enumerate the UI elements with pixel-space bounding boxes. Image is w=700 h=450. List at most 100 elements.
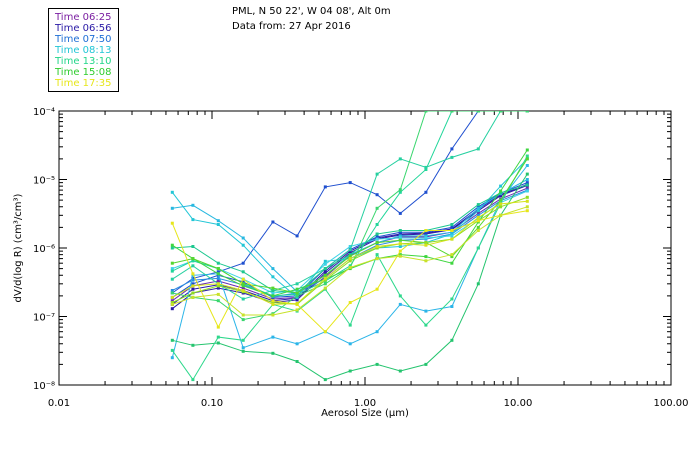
data-point	[450, 234, 454, 238]
data-point	[476, 225, 480, 229]
data-point	[170, 221, 174, 225]
data-point	[525, 199, 529, 203]
data-point	[348, 301, 352, 304]
data-point	[323, 259, 327, 263]
data-point	[295, 234, 299, 238]
legend-item-0656: Time 06:56	[55, 23, 112, 34]
data-point	[191, 264, 195, 268]
data-point	[241, 338, 245, 342]
data-point	[424, 362, 428, 366]
data-point	[191, 282, 195, 286]
data-point	[191, 278, 195, 282]
data-point	[323, 269, 327, 273]
legend-item-1508: Time 15:08	[55, 67, 112, 78]
data-point	[216, 219, 220, 223]
data-point	[191, 276, 195, 280]
data-point	[375, 253, 379, 257]
data-point	[499, 191, 503, 195]
data-point	[424, 190, 428, 194]
series-layer	[170, 111, 529, 382]
data-point	[450, 232, 454, 236]
data-point	[450, 255, 454, 259]
data-point	[348, 254, 352, 258]
legend-item-0750: Time 07:50	[55, 34, 112, 45]
data-point	[348, 248, 352, 252]
data-point	[375, 362, 379, 366]
data-point	[424, 255, 428, 259]
data-point	[450, 305, 454, 308]
data-point	[295, 298, 299, 302]
data-point	[323, 282, 327, 286]
data-point	[348, 342, 352, 346]
data-point	[348, 251, 352, 255]
data-point	[191, 218, 195, 222]
data-point	[191, 203, 195, 207]
data-point	[424, 236, 428, 240]
y-axis-label: dV/d(log R) (cm³/cm³)	[13, 193, 24, 302]
data-point	[348, 264, 352, 268]
data-point	[476, 147, 480, 151]
data-point	[241, 270, 245, 274]
data-point	[323, 185, 327, 189]
data-point	[295, 282, 299, 286]
data-point	[170, 299, 174, 303]
data-point	[424, 168, 428, 171]
data-point	[375, 330, 379, 334]
data-point	[170, 190, 174, 194]
data-point	[525, 209, 529, 213]
data-point	[170, 301, 174, 304]
data-point	[450, 111, 454, 113]
data-point	[525, 172, 529, 176]
data-point	[398, 190, 402, 194]
legend-item-0813: Time 08:13	[55, 45, 112, 56]
data-point	[323, 378, 327, 382]
data-point	[499, 198, 503, 202]
series-line	[172, 183, 528, 305]
data-point	[241, 284, 245, 288]
data-point	[323, 262, 327, 266]
data-point	[170, 269, 174, 273]
data-point	[170, 348, 174, 352]
data-point	[216, 325, 220, 329]
data-point	[398, 232, 402, 236]
data-point	[499, 111, 503, 113]
data-point	[170, 338, 174, 342]
data-point	[295, 287, 299, 291]
data-point	[170, 246, 174, 250]
data-point	[323, 330, 327, 334]
chart-title-date: Data from: 27 Apr 2016	[232, 21, 351, 32]
data-point	[271, 289, 275, 292]
y-tick-label: 10⁻⁴	[33, 107, 55, 118]
data-point	[271, 301, 275, 304]
data-point	[398, 242, 402, 246]
data-point	[241, 277, 245, 281]
data-point	[191, 287, 195, 291]
data-point	[398, 230, 402, 234]
data-point	[170, 277, 174, 281]
data-point	[271, 297, 275, 301]
data-point	[241, 297, 245, 301]
data-point	[271, 220, 275, 224]
data-point	[170, 307, 174, 311]
data-point	[375, 245, 379, 248]
x-tick-label: 100.00	[654, 398, 689, 409]
data-point	[375, 206, 379, 210]
data-point	[323, 276, 327, 280]
data-point	[525, 181, 529, 185]
data-point	[241, 282, 245, 286]
data-point	[398, 238, 402, 242]
chart-title-location: PML, N 50 22', W 04 08', Alt 0m	[232, 6, 391, 17]
data-point	[476, 211, 480, 215]
data-point	[450, 253, 454, 257]
data-point	[271, 302, 275, 306]
data-point	[398, 294, 402, 298]
data-point	[216, 223, 220, 226]
data-point	[170, 302, 174, 306]
series-line	[172, 187, 528, 302]
data-point	[499, 213, 503, 217]
data-point	[241, 261, 245, 265]
data-point	[323, 286, 327, 290]
data-point	[424, 323, 428, 327]
data-point	[450, 223, 454, 226]
data-point	[271, 335, 275, 339]
